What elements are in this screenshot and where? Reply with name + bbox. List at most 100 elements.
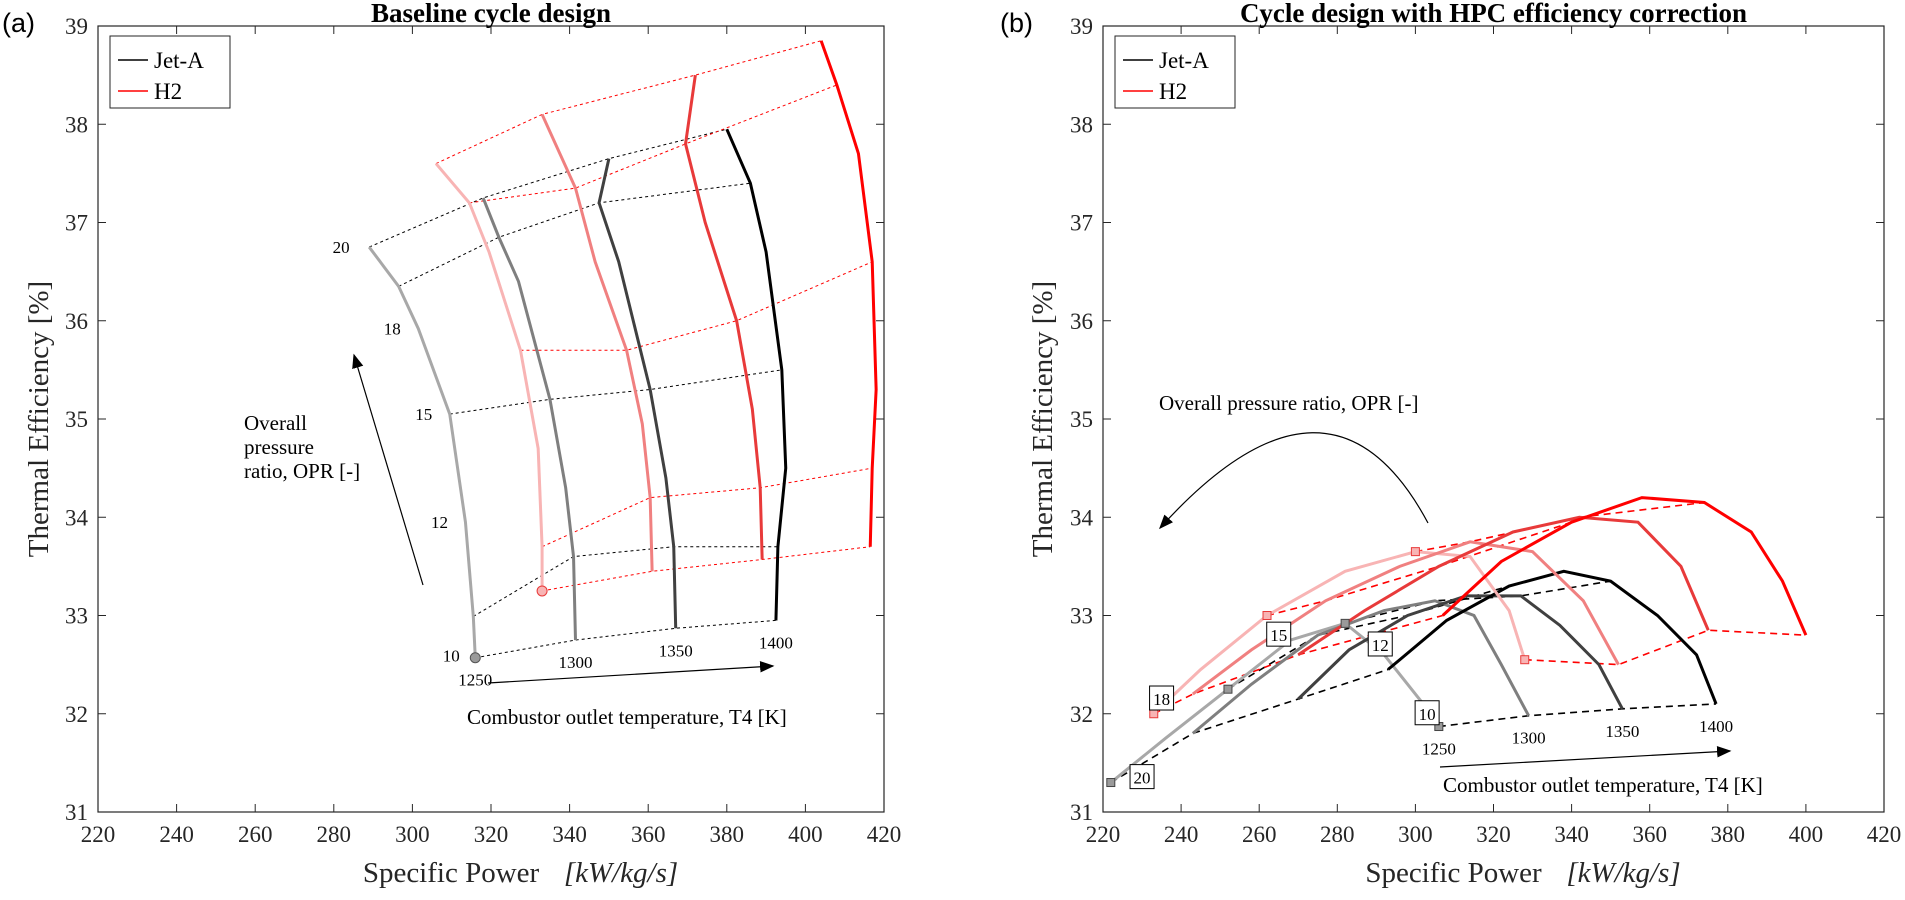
iso-opr-line	[435, 40, 822, 165]
series-marker	[469, 652, 481, 664]
x-tick-label: 340	[1554, 822, 1589, 847]
series-line	[819, 40, 878, 547]
series-line	[1297, 515, 1710, 657]
series-marker	[1410, 547, 1420, 557]
x-tick-label: 220	[81, 822, 116, 847]
opr-label: 15	[415, 405, 432, 424]
t4-arrow	[1439, 745, 1732, 768]
t4-label: 1400	[759, 633, 793, 652]
iso-opr-line	[520, 261, 873, 351]
iso-opr-line	[1227, 585, 1510, 690]
opr-arrow	[1159, 432, 1429, 530]
iso-opr-line	[1266, 521, 1572, 617]
opr-label: 18	[384, 320, 401, 339]
x-axis-title: Specific Power	[1365, 857, 1542, 889]
legend-label: Jet-A	[1159, 48, 1209, 73]
series-marker	[1149, 709, 1159, 719]
y-tick-label: 31	[1070, 800, 1093, 825]
iso-opr-line	[1344, 580, 1611, 625]
x-tick-label: 240	[159, 822, 194, 847]
iso-opr-line	[449, 369, 782, 415]
iso-opr-line	[398, 182, 751, 287]
legend-box	[1114, 35, 1236, 109]
opr-label-box	[1149, 685, 1175, 711]
opr-arrow-text: Overall pressure ratio, OPR [-]	[1159, 391, 1419, 415]
x-axis-title: Specific Power	[363, 857, 540, 889]
iso-opr-line	[368, 128, 727, 248]
iso-opr-line	[541, 467, 873, 548]
series-line	[1109, 621, 1441, 784]
t4-arrow-text: Combustor outlet temperature, T4 [K]	[467, 705, 787, 729]
x-tick-label: 340	[552, 822, 587, 847]
y-tick-label: 37	[65, 211, 88, 236]
y-tick-label: 39	[1070, 14, 1093, 39]
x-tick-label: 280	[317, 822, 352, 847]
x-tick-label: 260	[238, 822, 273, 847]
y-tick-label: 34	[1070, 505, 1094, 530]
opr-label: 10	[1419, 705, 1436, 724]
t4-label: 1400	[1699, 717, 1733, 736]
opr-label: 10	[443, 647, 460, 666]
opr-label-box	[1367, 631, 1393, 657]
t4-label: 1350	[1605, 722, 1639, 741]
y-tick-label: 33	[65, 604, 88, 629]
x-tick-label: 320	[1476, 822, 1511, 847]
series-marker	[1106, 778, 1116, 788]
t4-label: 1350	[659, 641, 693, 660]
series-marker	[1262, 611, 1272, 620]
x-tick-label: 300	[395, 822, 430, 847]
x-axis-unit: [kW/kg/s]	[1566, 857, 1680, 889]
x-axis-unit: [kW/kg/s]	[564, 857, 678, 889]
opr-arrow	[352, 353, 424, 586]
x-tick-label: 320	[474, 822, 509, 847]
series-marker	[1520, 655, 1530, 665]
chart-panel-a: 220 240 260 280 300 320 340 360 380 400 420 31 32 33 3…	[2, 0, 901, 889]
series-line	[481, 197, 577, 641]
legend-label: H2	[154, 79, 182, 104]
iso-opr-line	[1438, 703, 1717, 728]
opr-label-box	[1129, 764, 1155, 790]
series-line	[1387, 569, 1718, 705]
panel-title: Cycle design with HPC efficiency correct…	[1240, 0, 1747, 28]
legend-label: Jet-A	[154, 48, 204, 73]
iso-opr-line	[542, 546, 871, 592]
t4-label: 1250	[1422, 740, 1456, 759]
opr-label: 12	[431, 513, 448, 532]
panel-title: Baseline cycle design	[371, 0, 611, 28]
x-tick-label: 400	[1789, 822, 1824, 847]
legend-box	[109, 35, 231, 109]
series-line	[1191, 540, 1620, 696]
series-marker	[536, 585, 548, 597]
opr-label: 18	[1153, 690, 1170, 709]
y-tick-label: 38	[1070, 112, 1093, 137]
iso-opr-line	[475, 619, 776, 659]
y-tick-label: 37	[1070, 211, 1093, 236]
y-tick-label: 35	[65, 407, 88, 432]
iso-opr-line	[1110, 668, 1389, 784]
legend-label: H2	[1159, 79, 1187, 104]
x-tick-label: 300	[1398, 822, 1433, 847]
series-marker	[1223, 684, 1233, 694]
opr-label: 20	[1134, 769, 1151, 788]
x-tick-label: 380	[1711, 822, 1746, 847]
x-tick-label: 420	[867, 822, 902, 847]
x-tick-label: 400	[788, 822, 823, 847]
y-tick-label: 31	[65, 800, 88, 825]
x-tick-label: 380	[710, 822, 745, 847]
opr-arrow-text: ratio, OPR [-]	[244, 459, 360, 483]
x-tick-label: 360	[1632, 822, 1667, 847]
x-tick-label: 260	[1242, 822, 1277, 847]
series-line	[597, 158, 678, 629]
chart-panel-b: 220 240 260 280 300 320 340 360 380 400 420 31 32 33 3…	[1000, 0, 1901, 889]
y-tick-label: 36	[1070, 309, 1093, 334]
t4-label: 1300	[558, 653, 592, 672]
panel-label: (a)	[2, 8, 35, 38]
iso-opr-line	[1524, 629, 1806, 666]
series-line	[1152, 550, 1527, 715]
t4-label: 1250	[458, 671, 492, 690]
panel-label: (b)	[1000, 8, 1033, 38]
opr-arrow-text: Overall	[244, 411, 307, 435]
t4-arrow	[487, 661, 775, 684]
y-tick-label: 36	[65, 309, 88, 334]
